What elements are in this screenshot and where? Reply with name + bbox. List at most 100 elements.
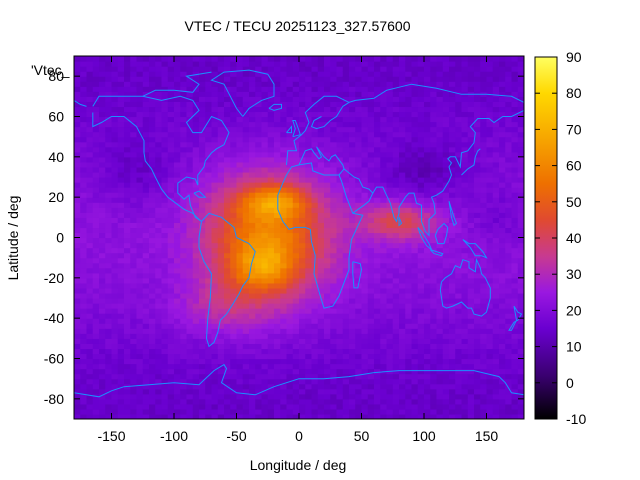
heatmap-cell bbox=[124, 373, 131, 380]
heatmap-cell bbox=[342, 91, 350, 97]
heatmap-cell bbox=[111, 166, 119, 173]
heatmap-cell bbox=[474, 166, 481, 173]
heatmap-cell bbox=[236, 393, 244, 400]
heatmap-cell bbox=[105, 136, 113, 143]
heatmap-cell bbox=[186, 313, 194, 319]
heatmap-cell bbox=[474, 61, 481, 67]
heatmap-cell bbox=[499, 91, 506, 97]
heatmap-cell bbox=[155, 182, 163, 188]
heatmap-cell bbox=[249, 227, 256, 234]
heatmap-cell bbox=[317, 348, 325, 355]
heatmap-cell bbox=[230, 56, 238, 62]
heatmap-cell bbox=[136, 398, 144, 405]
heatmap-cell bbox=[130, 101, 138, 108]
heatmap-cell bbox=[105, 207, 113, 213]
heatmap-cell bbox=[436, 373, 444, 380]
heatmap-cell bbox=[105, 192, 113, 198]
heatmap-cell bbox=[349, 86, 356, 92]
heatmap-cell bbox=[317, 242, 325, 249]
heatmap-cell bbox=[255, 177, 263, 183]
heatmap-cell bbox=[436, 408, 444, 415]
heatmap-cell bbox=[280, 56, 288, 62]
heatmap-cell bbox=[299, 166, 306, 173]
heatmap-cell bbox=[330, 151, 338, 158]
heatmap-cell bbox=[386, 252, 394, 259]
heatmap-cell bbox=[255, 187, 263, 193]
heatmap-cell bbox=[86, 257, 94, 264]
heatmap-cell bbox=[455, 363, 463, 370]
heatmap-cell bbox=[149, 237, 156, 244]
heatmap-cell bbox=[242, 403, 250, 410]
heatmap-cell bbox=[192, 116, 200, 123]
heatmap-cell bbox=[342, 318, 350, 324]
heatmap-cell bbox=[249, 56, 256, 62]
heatmap-cell bbox=[311, 227, 319, 234]
heatmap-cell bbox=[249, 171, 256, 178]
heatmap-cell bbox=[399, 252, 406, 259]
heatmap-cell bbox=[380, 106, 388, 113]
heatmap-cell bbox=[261, 76, 269, 82]
heatmap-cell bbox=[474, 247, 481, 254]
heatmap-cell bbox=[217, 408, 225, 415]
heatmap-cell bbox=[430, 121, 438, 128]
heatmap-cell bbox=[255, 217, 263, 223]
heatmap-cell bbox=[199, 207, 206, 213]
heatmap-cell bbox=[99, 182, 106, 188]
heatmap-cell bbox=[367, 126, 375, 133]
heatmap-cell bbox=[274, 358, 281, 365]
heatmap-cell bbox=[149, 267, 156, 274]
heatmap-cell bbox=[449, 398, 456, 405]
heatmap-cell bbox=[261, 267, 269, 274]
heatmap-cell bbox=[224, 343, 231, 350]
heatmap-cell bbox=[105, 217, 113, 223]
heatmap-cell bbox=[330, 298, 338, 304]
heatmap-cell bbox=[217, 207, 225, 213]
heatmap-cell bbox=[467, 383, 475, 390]
heatmap-cell bbox=[461, 267, 469, 274]
heatmap-cell bbox=[286, 146, 294, 153]
heatmap-cell bbox=[155, 197, 163, 203]
heatmap-cell bbox=[349, 101, 356, 108]
heatmap-cell bbox=[342, 358, 350, 365]
heatmap-cell bbox=[217, 131, 225, 138]
heatmap-cell bbox=[386, 313, 394, 319]
heatmap-cell bbox=[192, 212, 200, 218]
heatmap-cell bbox=[486, 308, 494, 314]
heatmap-cell bbox=[449, 298, 456, 304]
heatmap-cell bbox=[186, 61, 194, 67]
heatmap-cell bbox=[399, 398, 406, 405]
heatmap-cell bbox=[80, 252, 88, 259]
heatmap-cell bbox=[249, 182, 256, 188]
heatmap-cell bbox=[480, 323, 488, 329]
heatmap-cell bbox=[292, 313, 300, 319]
heatmap-cell bbox=[142, 182, 150, 188]
heatmap-cell bbox=[224, 277, 231, 284]
heatmap-cell bbox=[311, 212, 319, 218]
heatmap-cell bbox=[430, 237, 438, 244]
heatmap-cell bbox=[180, 227, 188, 234]
heatmap-cell bbox=[142, 368, 150, 375]
heatmap-cell bbox=[217, 287, 225, 294]
heatmap-cell bbox=[174, 91, 181, 97]
heatmap-cell bbox=[242, 252, 250, 259]
heatmap-cell bbox=[267, 56, 275, 62]
heatmap-cell bbox=[217, 262, 225, 269]
heatmap-cell bbox=[74, 333, 81, 339]
heatmap-cell bbox=[455, 177, 463, 183]
heatmap-cell bbox=[361, 151, 369, 158]
heatmap-cell bbox=[155, 121, 163, 128]
heatmap-cell bbox=[467, 61, 475, 67]
heatmap-cell bbox=[142, 61, 150, 67]
heatmap-cell bbox=[230, 348, 238, 355]
heatmap-cells bbox=[74, 56, 524, 419]
heatmap-cell bbox=[130, 298, 138, 304]
heatmap-cell bbox=[474, 282, 481, 289]
heatmap-cell bbox=[474, 343, 481, 350]
heatmap-cell bbox=[367, 373, 375, 380]
heatmap-cell bbox=[155, 388, 163, 395]
heatmap-cell bbox=[474, 217, 481, 223]
heatmap-cell bbox=[205, 292, 213, 299]
heatmap-cell bbox=[186, 257, 194, 264]
heatmap-cell bbox=[336, 71, 344, 77]
heatmap-cell bbox=[255, 282, 263, 289]
